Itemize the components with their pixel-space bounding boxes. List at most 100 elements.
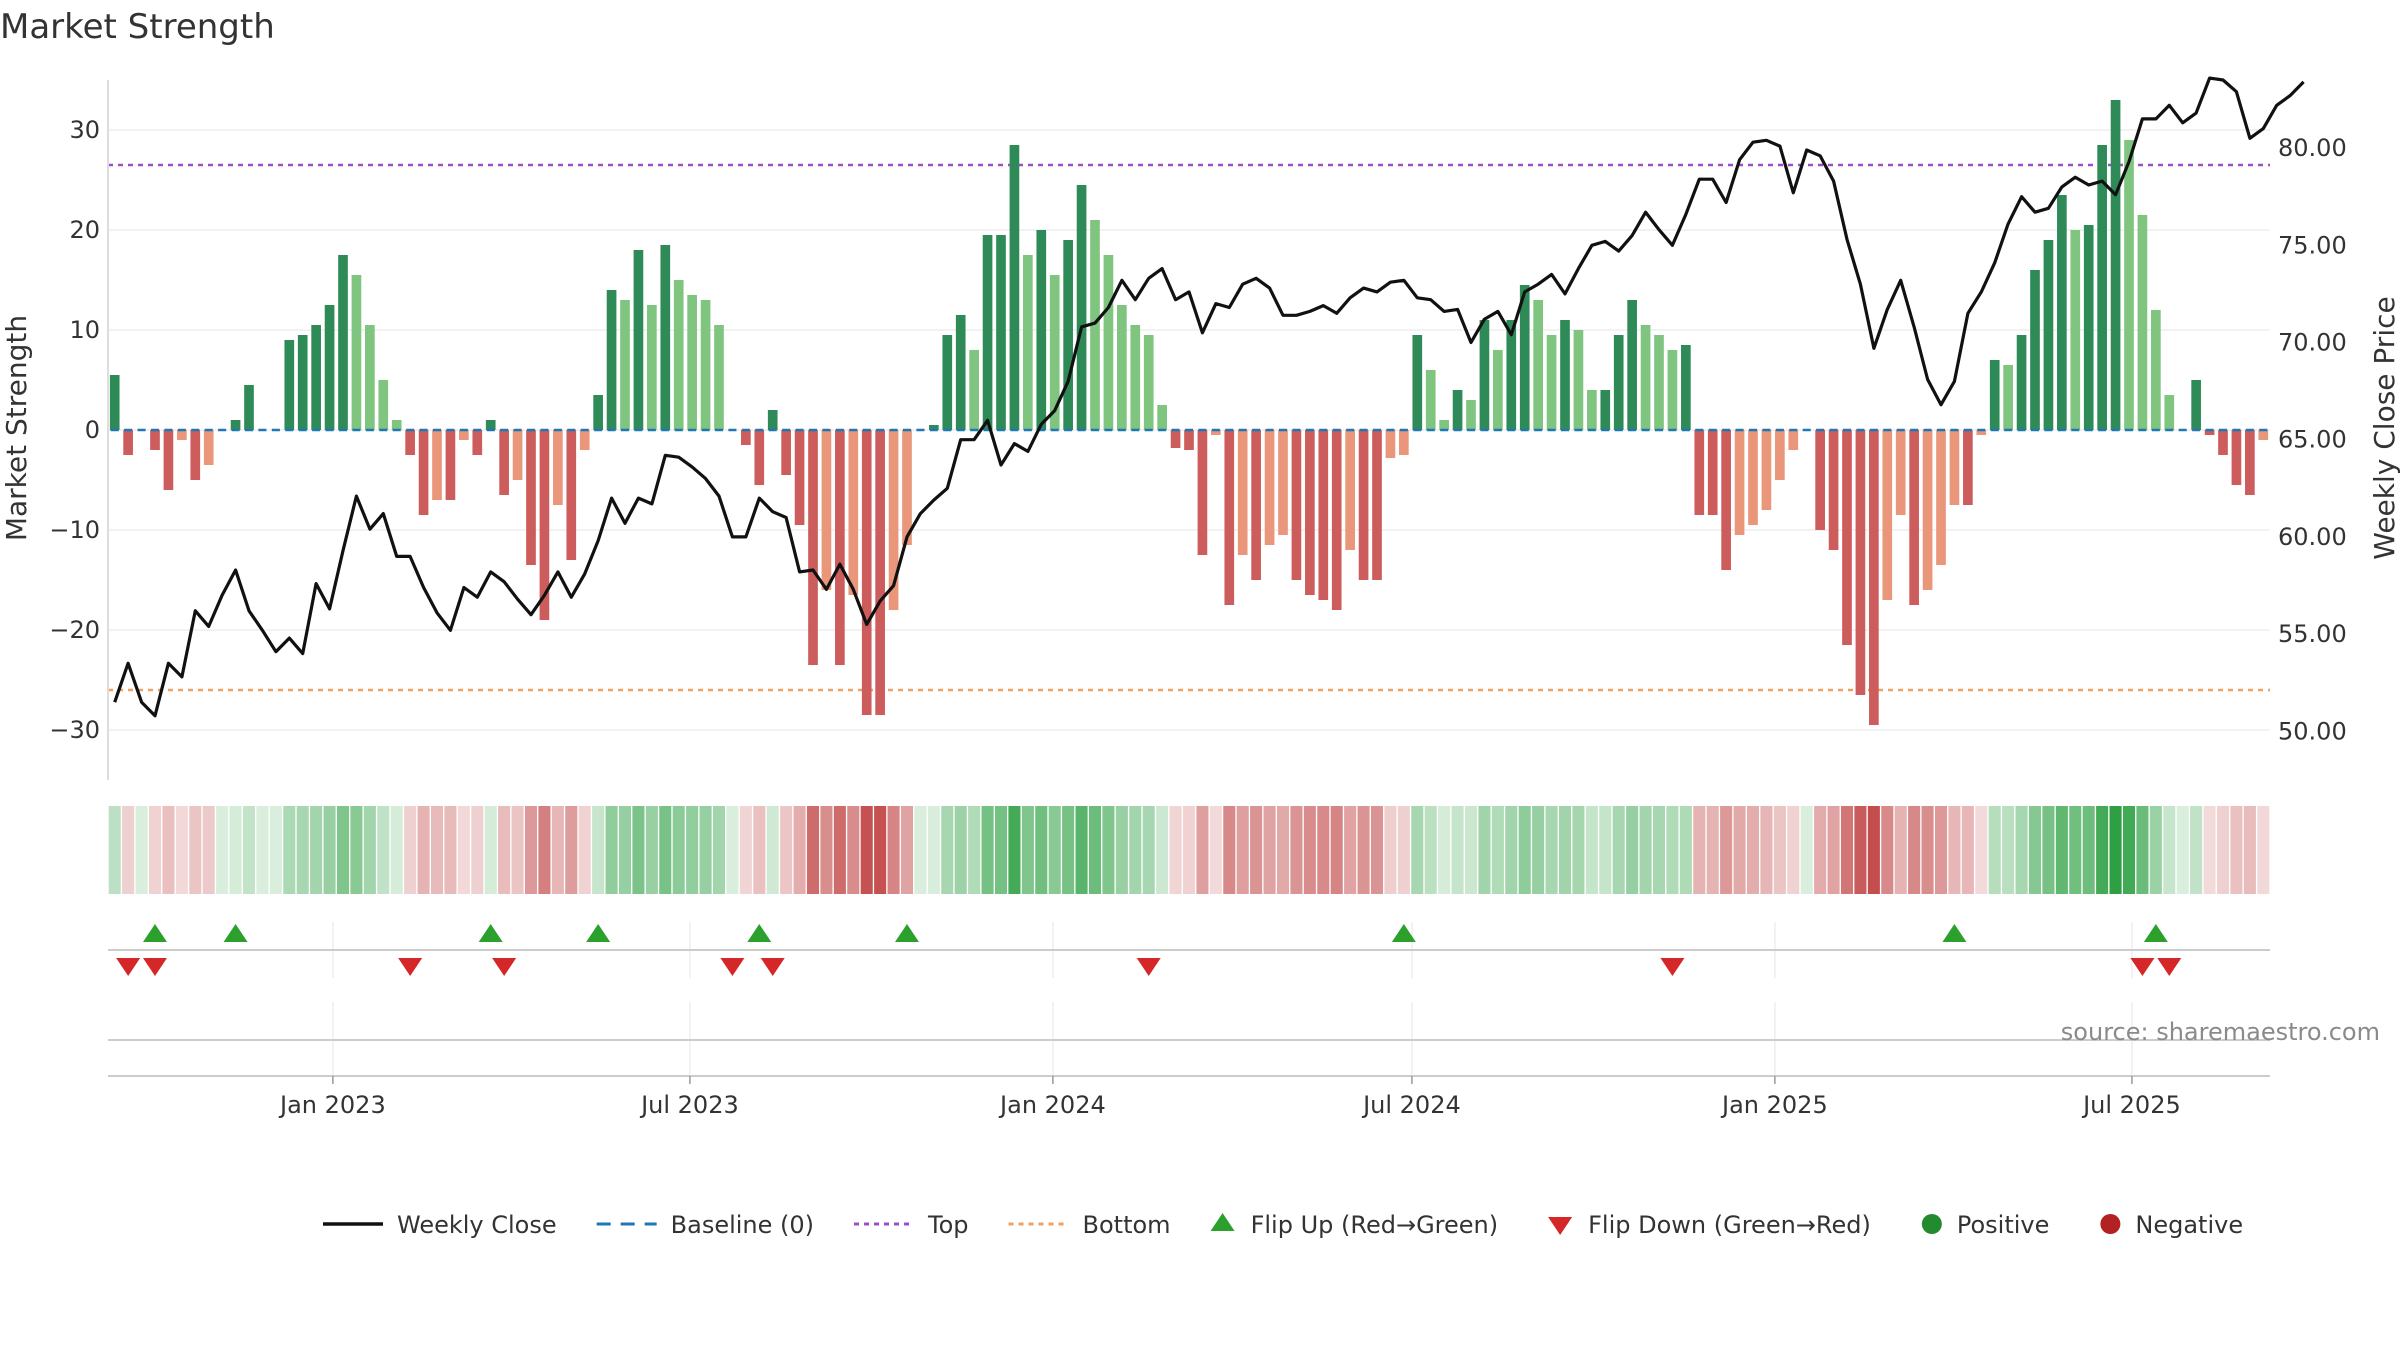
strength-bar (378, 380, 389, 430)
heat-cell (122, 806, 135, 894)
heat-cell (1720, 806, 1733, 894)
heat-cell (1021, 806, 1034, 894)
heat-cell (780, 806, 793, 894)
heat-cell (1290, 806, 1303, 894)
strength-bar (1640, 325, 1651, 430)
strength-bar (1103, 255, 1114, 430)
y-tick-right-label: 80.00 (2278, 134, 2347, 162)
heat-cell (860, 806, 873, 894)
heat-cell (1075, 806, 1088, 894)
strength-bar (1452, 390, 1463, 430)
heat-cell (793, 806, 806, 894)
strength-bar (1949, 430, 1960, 505)
heat-cell (2257, 806, 2270, 894)
heat-cell (202, 806, 215, 894)
heat-cell (1840, 806, 1854, 894)
heat-cell (1008, 806, 1021, 894)
y-tick-right-label: 55.00 (2278, 620, 2347, 648)
strength-bar (1184, 430, 1194, 450)
strength-bar (351, 275, 362, 430)
strength-bar (1627, 300, 1637, 430)
strength-bar (1748, 430, 1758, 525)
strength-bar (1385, 430, 1396, 458)
heat-cell (1142, 806, 1155, 894)
strength-bar (1076, 185, 1087, 430)
strength-bar (1909, 430, 1919, 605)
strength-bar (2043, 240, 2054, 430)
heat-cell (900, 806, 914, 894)
heat-cell (511, 806, 524, 894)
flip-up-marker (1391, 924, 1416, 942)
heat-cell (1854, 806, 1867, 894)
legend-label: Positive (1957, 1211, 2050, 1239)
flip-down-marker (143, 958, 167, 976)
strength-bar (2003, 365, 2013, 430)
heat-cell (1975, 806, 1988, 894)
heat-cell (323, 806, 336, 894)
heat-cell (1411, 806, 1424, 894)
strength-bar (485, 420, 496, 430)
heat-cell (1612, 806, 1625, 894)
strength-bar (714, 325, 724, 430)
heat-cell (1451, 806, 1464, 894)
strength-bar (808, 430, 818, 665)
heat-cell (914, 806, 927, 894)
heat-cell (1263, 806, 1276, 894)
strength-bar (512, 430, 523, 480)
source-label: source: sharemaestro.com (2061, 1018, 2380, 1046)
heat-cell (994, 806, 1008, 894)
heat-cell (1317, 806, 1330, 894)
heat-cell (2015, 806, 2028, 894)
heat-cell (726, 806, 739, 894)
heat-cell (1948, 806, 1961, 894)
heat-cell (1397, 806, 1410, 894)
heat-cell (1760, 806, 1773, 894)
strength-bar (2245, 430, 2255, 495)
heat-cell (833, 806, 846, 894)
strength-bar (1479, 320, 1490, 430)
strength-bar (1117, 305, 1127, 430)
heat-cell (1867, 806, 1880, 894)
heat-cell (2136, 806, 2149, 894)
strength-bar (1439, 420, 1449, 430)
legend-item: Flip Up (Red→Green) (1210, 1211, 1498, 1239)
y-tick-left-label: 0 (85, 416, 100, 444)
strength-bar (1533, 300, 1543, 430)
strength-bar (284, 340, 295, 430)
heat-cell (2203, 806, 2216, 894)
strength-bar (1600, 390, 1611, 430)
heat-cell (471, 806, 484, 894)
heat-cell (645, 806, 658, 894)
heat-cell (336, 806, 350, 894)
heat-cell (363, 806, 376, 894)
strength-bar (754, 430, 765, 485)
strength-bar (1009, 145, 1020, 430)
strength-bar (203, 430, 214, 465)
strength-bar (1788, 430, 1799, 450)
heat-cell (578, 806, 591, 894)
strength-bar (2016, 335, 2027, 430)
heat-cell (2082, 806, 2095, 894)
heat-cell (2109, 806, 2122, 894)
y-tick-left-label: 20 (69, 216, 100, 244)
strength-bar (391, 420, 402, 430)
strength-bar (230, 420, 241, 430)
y-tick-left-label: 10 (69, 316, 100, 344)
strength-bar (163, 430, 174, 490)
heat-cell (632, 806, 645, 894)
flip-up-marker (586, 924, 611, 942)
strength-bar (1251, 430, 1261, 580)
heat-cell (551, 806, 564, 894)
flip-up-marker (223, 924, 248, 942)
flip-up-marker (478, 924, 503, 942)
strength-bar (1023, 255, 1033, 430)
strength-bar (2097, 145, 2107, 430)
strength-bar (982, 235, 993, 430)
heat-cell (2163, 806, 2176, 894)
strength-bar (526, 430, 536, 565)
strength-bars (109, 100, 2269, 725)
strength-bar (1318, 430, 1329, 600)
heat-cell (2069, 806, 2082, 894)
strength-bar (1895, 430, 1906, 515)
heat-cell (1236, 806, 1249, 894)
